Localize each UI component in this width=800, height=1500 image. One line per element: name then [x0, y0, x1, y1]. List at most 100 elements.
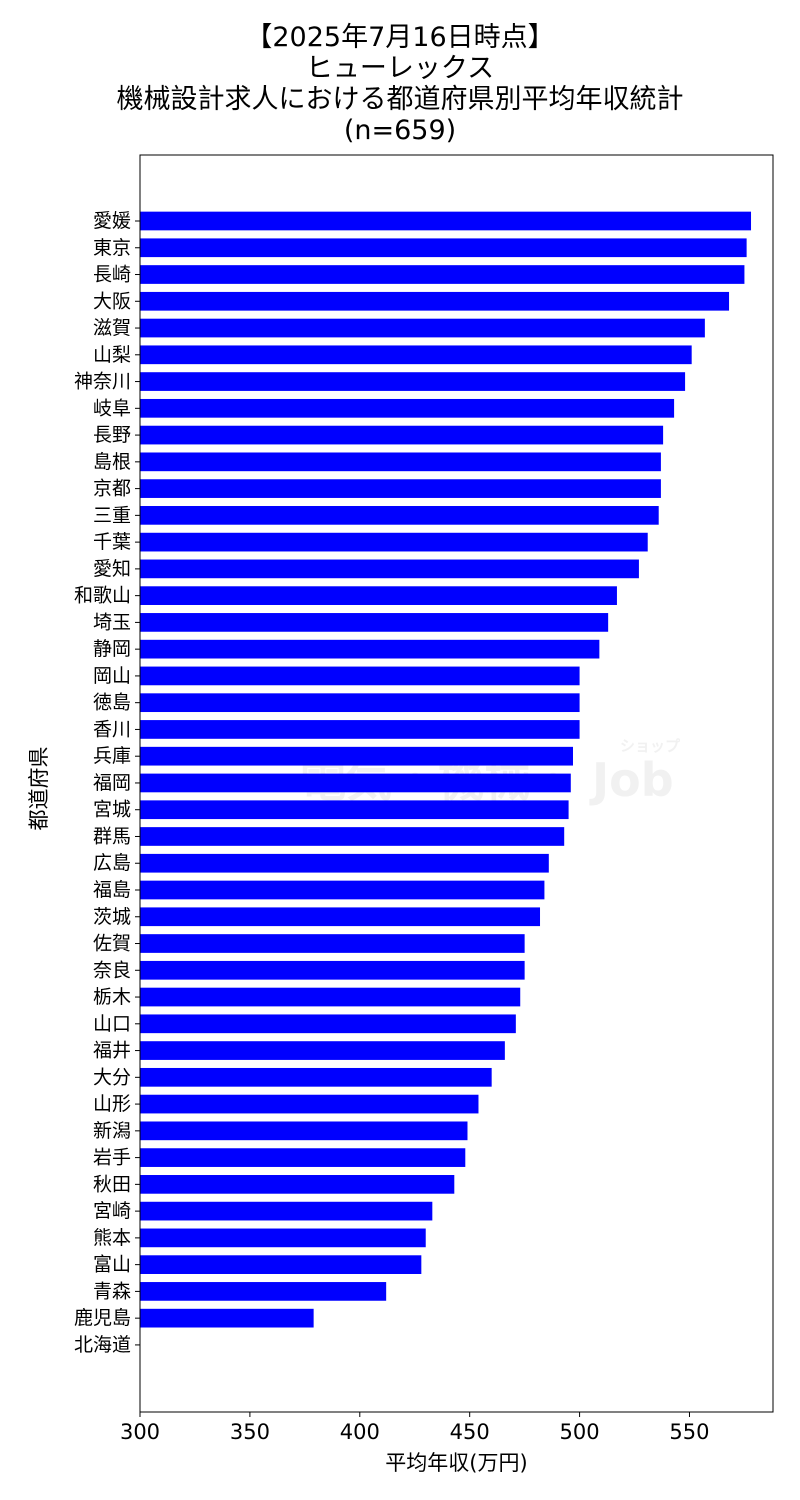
y-tick-label: 富山	[93, 1254, 131, 1276]
y-tick-label: 東京	[93, 237, 131, 259]
bars	[140, 211, 752, 1328]
bar-37	[140, 1201, 433, 1221]
y-axis-label: 都道府県	[27, 747, 51, 831]
y-tick-label: 宮城	[93, 799, 131, 821]
bar-27	[140, 934, 525, 953]
bar-36	[140, 1175, 455, 1194]
bar-7	[140, 398, 675, 418]
y-tick-label: 栃木	[93, 986, 131, 1008]
y-tick-label: 佐賀	[93, 933, 131, 955]
watermark-small-text: ショップ	[620, 737, 681, 755]
bar-18	[140, 693, 580, 713]
y-tick-label: 青森	[93, 1280, 131, 1302]
x-tick-label: 300	[120, 1420, 160, 1444]
bar-35	[140, 1148, 466, 1167]
bar-11	[140, 506, 659, 525]
chart-title: 【2025年7月16日時点】 ヒューレックス 機械設計求人における都道府県別平均…	[0, 22, 800, 146]
y-tick-label: 大阪	[93, 290, 131, 312]
bar-17	[140, 666, 580, 686]
y-tick-label: 兵庫	[93, 745, 131, 767]
y-tick-label: 福島	[93, 879, 131, 901]
bar-16	[140, 639, 600, 659]
bar-4	[140, 318, 705, 338]
y-tick-label: 三重	[93, 504, 131, 526]
bar-6	[140, 372, 686, 391]
y-tick-label: 愛知	[93, 558, 131, 580]
y-tick-label: 茨城	[93, 906, 131, 928]
x-tick-label: 400	[340, 1420, 380, 1444]
bar-38	[140, 1228, 426, 1248]
bar-12	[140, 532, 648, 552]
y-tick-label: 岡山	[93, 665, 131, 687]
bar-29	[140, 987, 521, 1007]
y-tick-label: 北海道	[74, 1334, 131, 1356]
y-tick-label: 滋賀	[93, 317, 131, 339]
bar-31	[140, 1041, 505, 1060]
bar-28	[140, 960, 525, 980]
y-tick-label: 奈良	[93, 959, 131, 981]
y-tick-label: 香川	[93, 718, 131, 740]
x-tick-label: 500	[560, 1420, 600, 1444]
title-line-1: 【2025年7月16日時点】	[245, 22, 555, 53]
y-tick-label: 島根	[93, 451, 131, 473]
x-tick-label: 550	[669, 1420, 709, 1444]
x-tick-label: 450	[450, 1420, 490, 1444]
y-tick-label: 秋田	[93, 1173, 131, 1195]
y-tick-label: 岐阜	[93, 397, 131, 419]
bar-3	[140, 291, 730, 311]
y-tick-label: 徳島	[93, 692, 131, 714]
title-line-3: 機械設計求人における都道府県別平均年収統計	[116, 84, 684, 115]
y-tick-label: 静岡	[93, 638, 131, 660]
bar-2	[140, 265, 745, 284]
y-axis-ticks: 愛媛東京長崎大阪滋賀山梨神奈川岐阜長野島根京都三重千葉愛知和歌山埼玉静岡岡山徳島…	[74, 210, 140, 1356]
bar-15	[140, 613, 609, 632]
bar-19	[140, 720, 580, 739]
y-tick-label: 大分	[93, 1066, 131, 1088]
bar-13	[140, 559, 639, 579]
bar-9	[140, 452, 661, 472]
y-tick-label: 愛媛	[93, 210, 131, 232]
bar-34	[140, 1121, 468, 1141]
y-tick-label: 埼玉	[93, 611, 131, 633]
y-tick-label: 福井	[93, 1040, 131, 1062]
bar-30	[140, 1014, 516, 1034]
y-tick-label: 新潟	[93, 1120, 131, 1142]
y-tick-label: 広島	[93, 852, 131, 874]
bar-8	[140, 425, 664, 445]
bar-5	[140, 345, 692, 365]
title-line-2: ヒューレックス	[305, 53, 495, 84]
y-tick-label: 福岡	[93, 772, 131, 794]
y-tick-label: 群馬	[93, 825, 131, 847]
y-tick-label: 山形	[93, 1093, 131, 1115]
bar-10	[140, 479, 661, 498]
y-tick-label: 鹿児島	[74, 1307, 131, 1329]
bar-24	[140, 853, 549, 873]
bar-40	[140, 1282, 387, 1301]
y-tick-label: 山口	[93, 1013, 131, 1035]
y-tick-label: 長野	[93, 424, 131, 446]
y-tick-label: 岩手	[93, 1147, 131, 1169]
plot-area-frame	[139, 154, 774, 1413]
bar-32	[140, 1067, 492, 1087]
bar-26	[140, 907, 541, 927]
bar-1	[140, 238, 747, 258]
y-tick-label: 長崎	[93, 264, 131, 286]
y-tick-label: 宮崎	[93, 1200, 131, 1222]
bar-39	[140, 1255, 422, 1274]
bar-22	[140, 800, 569, 820]
y-tick-label: 山梨	[93, 344, 131, 366]
bar-25	[140, 880, 545, 900]
y-tick-label: 熊本	[93, 1227, 131, 1249]
bar-41	[140, 1308, 314, 1328]
x-axis-label: 平均年収(万円)	[385, 1451, 527, 1475]
bar-20	[140, 746, 573, 766]
bar-33	[140, 1094, 479, 1114]
x-axis-ticks: 300 350 400 450 500 550	[120, 1412, 710, 1444]
bar-21	[140, 773, 571, 793]
y-tick-label: 和歌山	[74, 585, 131, 607]
y-tick-label: 京都	[93, 478, 131, 500]
bar-23	[140, 827, 565, 846]
title-line-4: (n=659)	[343, 115, 457, 146]
y-tick-label: 千葉	[93, 531, 131, 553]
